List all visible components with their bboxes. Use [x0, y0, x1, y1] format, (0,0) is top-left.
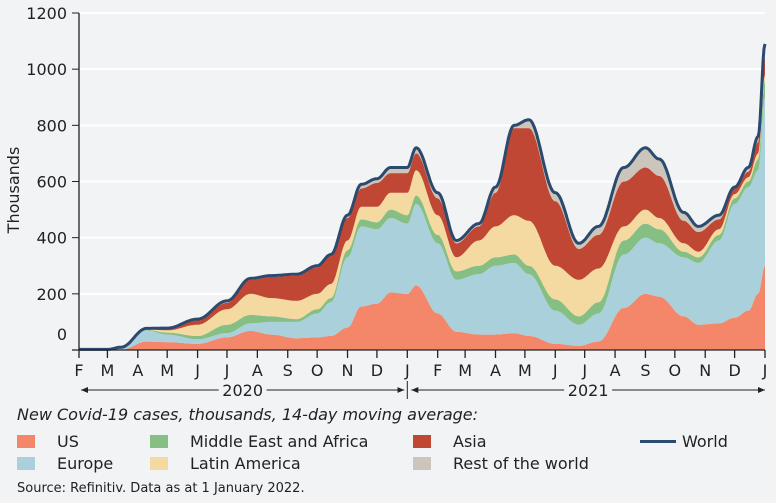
- legend-swatch-world: [640, 440, 676, 443]
- x-tick-label: A: [132, 361, 143, 380]
- source-note: Source: Refinitiv. Data as at 1 January …: [17, 481, 305, 496]
- legend-item-mea: Middle East and Africa: [150, 432, 368, 451]
- legend-label-mea: Middle East and Africa: [190, 432, 369, 451]
- x-tick-label: J: [404, 361, 410, 380]
- year-label: 2020: [222, 381, 263, 400]
- legend-label-world: World: [682, 432, 728, 451]
- world-line: [78, 43, 767, 351]
- x-tick-label: S: [640, 361, 650, 380]
- x-tick-label: F: [433, 361, 442, 380]
- x-tick-label: O: [669, 361, 682, 380]
- x-tick-label: N: [699, 361, 711, 380]
- y-tick-label: 400: [36, 229, 67, 248]
- legend-title: New Covid-19 cases, thousands, 14-day mo…: [17, 405, 479, 424]
- legend-label-asia: Asia: [453, 432, 487, 451]
- legend-swatch-asia: [413, 435, 431, 448]
- x-tick-label: A: [610, 361, 621, 380]
- legend-item-latin-america: Latin America: [150, 454, 301, 473]
- y-tick-label: 1200: [26, 4, 67, 23]
- legend-item-asia: Asia: [413, 432, 487, 451]
- legend-item-world: World: [640, 432, 728, 451]
- legend-label-europe: Europe: [57, 454, 114, 473]
- x-tick-label: O: [311, 361, 324, 380]
- x-tick-label: A: [490, 361, 501, 380]
- x-tick-label: S: [283, 361, 293, 380]
- legend-label-rest: Rest of the world: [453, 454, 589, 473]
- x-tick-label: F: [74, 361, 83, 380]
- x-tick-label: A: [252, 361, 263, 380]
- y-tick-label: 800: [36, 116, 67, 135]
- x-tick-label: J: [552, 361, 558, 380]
- legend-item-us: US: [17, 432, 79, 451]
- x-tick-label: M: [518, 361, 532, 380]
- x-tick-label: D: [371, 361, 383, 380]
- legend-swatch-europe: [17, 457, 35, 470]
- legend-swatch-mea: [150, 435, 168, 448]
- legend-swatch-rest: [413, 457, 431, 470]
- x-tick-label: D: [728, 361, 740, 380]
- area-asia: [79, 57, 765, 351]
- x-tick-label: M: [458, 361, 472, 380]
- y-tick-label: 600: [36, 173, 67, 192]
- x-tick-label: M: [160, 361, 174, 380]
- legend-item-rest: Rest of the world: [413, 454, 589, 473]
- y-tick-label: 0: [57, 325, 67, 344]
- x-tick-label: J: [762, 361, 768, 380]
- legend-label-latin-america: Latin America: [190, 454, 301, 473]
- year-label: 2021: [568, 381, 609, 400]
- legend-label-us: US: [57, 432, 79, 451]
- x-tick-label: J: [224, 361, 230, 380]
- x-tick-label: N: [342, 361, 354, 380]
- x-tick-label: M: [101, 361, 115, 380]
- area-europe: [79, 97, 765, 350]
- x-tick-label: J: [194, 361, 200, 380]
- legend-swatch-latin-america: [150, 457, 168, 470]
- legend-item-europe: Europe: [17, 454, 113, 473]
- y-tick-label: 200: [36, 285, 67, 304]
- x-tick-label: J: [581, 361, 587, 380]
- y-tick-label: 1000: [26, 60, 67, 79]
- legend-swatch-us: [17, 435, 35, 448]
- area-us: [79, 265, 765, 350]
- y-axis-label: Thousands: [4, 147, 23, 235]
- area-latin-america: [79, 74, 765, 351]
